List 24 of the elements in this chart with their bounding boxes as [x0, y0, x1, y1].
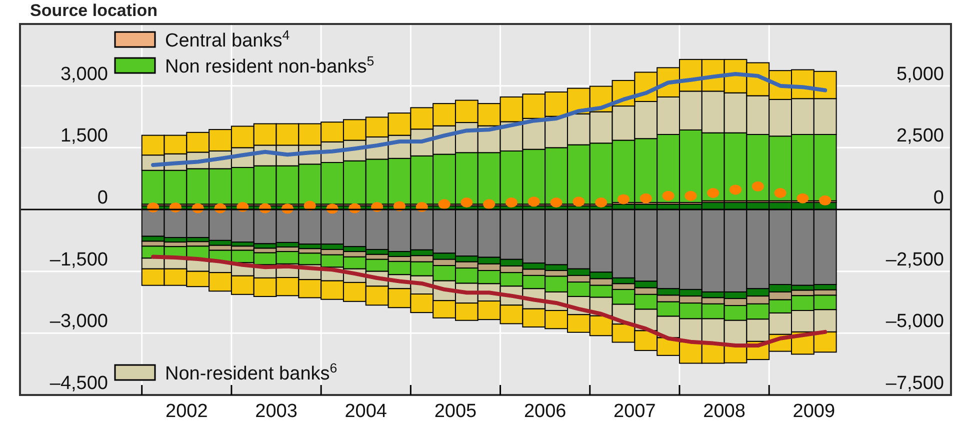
x-tick-label: 2006: [524, 401, 566, 422]
x-tick-label: 2007: [614, 401, 656, 422]
y-tick-label: 1,500: [60, 126, 108, 147]
x-tick-label: 2002: [166, 401, 208, 422]
y2-tick-label: 2,500: [896, 126, 944, 147]
y-tick-label: 3,000: [60, 64, 108, 85]
y2-tick-label: –2,500: [886, 249, 944, 270]
y2-tick-label: –5,000: [886, 311, 944, 332]
y2-tick-label: 0: [933, 188, 944, 208]
legend-label: Non-resident banks$^{6}$: [165, 360, 338, 385]
legend-label: Central banks$^{4}$: [165, 27, 290, 52]
x-tick-label: 2003: [255, 401, 298, 422]
y-tick-label: –3,000: [50, 311, 108, 332]
y-tick-label: 0: [97, 188, 108, 208]
y2-tick-label: 5,000: [896, 64, 944, 85]
x-tick-label: 2005: [434, 401, 477, 422]
y-tick-label: –1,500: [50, 249, 108, 270]
legend-label: Non resident non-banks$^{5}$: [165, 53, 374, 78]
x-tick-label: 2004: [344, 401, 388, 422]
y-tick-label: –4,500: [50, 373, 108, 394]
chart-title: Source location: [30, 1, 158, 20]
y2-tick-label: –7,500: [886, 373, 944, 394]
x-tick-label: 2008: [703, 401, 746, 422]
x-tick-label: 2009: [792, 401, 836, 422]
